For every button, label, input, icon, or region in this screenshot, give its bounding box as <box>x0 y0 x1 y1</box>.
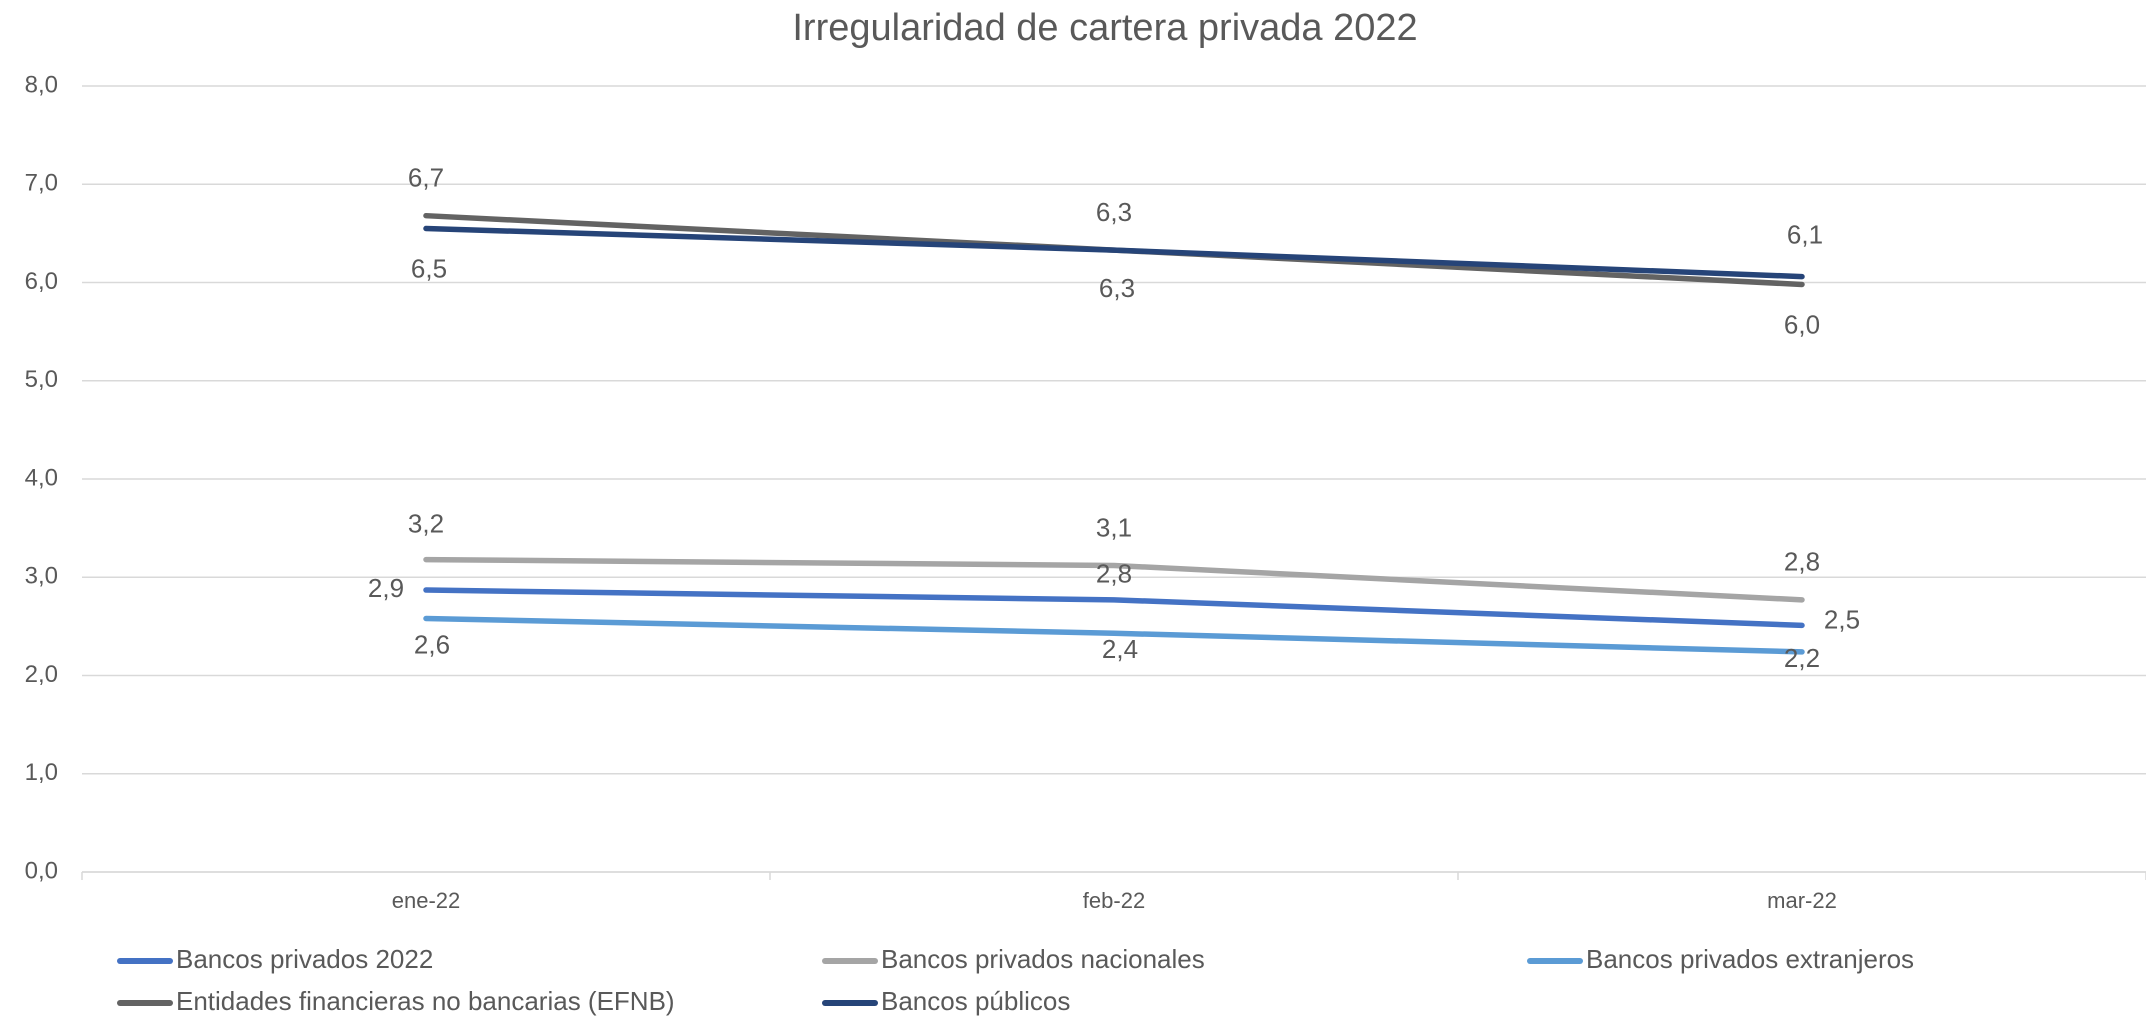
legend-label: Bancos privados 2022 <box>176 944 433 974</box>
data-label: 6,3 <box>1099 273 1135 303</box>
y-tick-label: 5,0 <box>25 366 58 393</box>
data-label: 6,0 <box>1784 309 1820 339</box>
legend-label: Bancos privados extranjeros <box>1586 944 1914 974</box>
data-label: 6,1 <box>1787 219 1823 249</box>
y-tick-label: 8,0 <box>25 71 58 98</box>
data-label: 2,5 <box>1824 604 1860 634</box>
data-label: 6,7 <box>408 163 444 193</box>
data-label: 2,8 <box>1096 559 1132 589</box>
series-line <box>423 556 1805 603</box>
chart-title: Irregularidad de cartera privada 2022 <box>792 7 1417 49</box>
legend-label: Bancos públicos <box>881 986 1070 1016</box>
y-tick-label: 7,0 <box>25 170 58 197</box>
data-label: 2,8 <box>1784 547 1820 577</box>
legend-label: Entidades financieras no bancarias (EFNB… <box>176 986 675 1016</box>
y-tick-label: 3,0 <box>25 563 58 590</box>
series-line <box>423 225 1805 280</box>
series-line <box>423 615 1805 655</box>
data-label: 2,9 <box>368 573 404 603</box>
x-tick-label: ene-22 <box>392 888 461 913</box>
y-tick-label: 1,0 <box>25 759 58 786</box>
data-label: 2,2 <box>1784 643 1820 673</box>
legend-label: Bancos privados nacionales <box>881 944 1205 974</box>
data-label: 6,3 <box>1096 197 1132 227</box>
x-tick-label: feb-22 <box>1083 888 1145 913</box>
data-label: 3,1 <box>1096 512 1132 542</box>
y-tick-label: 4,0 <box>25 464 58 491</box>
data-label: 6,5 <box>411 253 447 283</box>
data-label: 3,2 <box>408 508 444 538</box>
x-tick-label: mar-22 <box>1767 888 1837 913</box>
series-line <box>423 587 1805 629</box>
y-tick-label: 6,0 <box>25 268 58 295</box>
y-tick-label: 0,0 <box>25 857 58 884</box>
y-tick-label: 2,0 <box>25 661 58 688</box>
data-label: 2,4 <box>1102 634 1138 664</box>
data-label: 2,6 <box>414 629 450 659</box>
